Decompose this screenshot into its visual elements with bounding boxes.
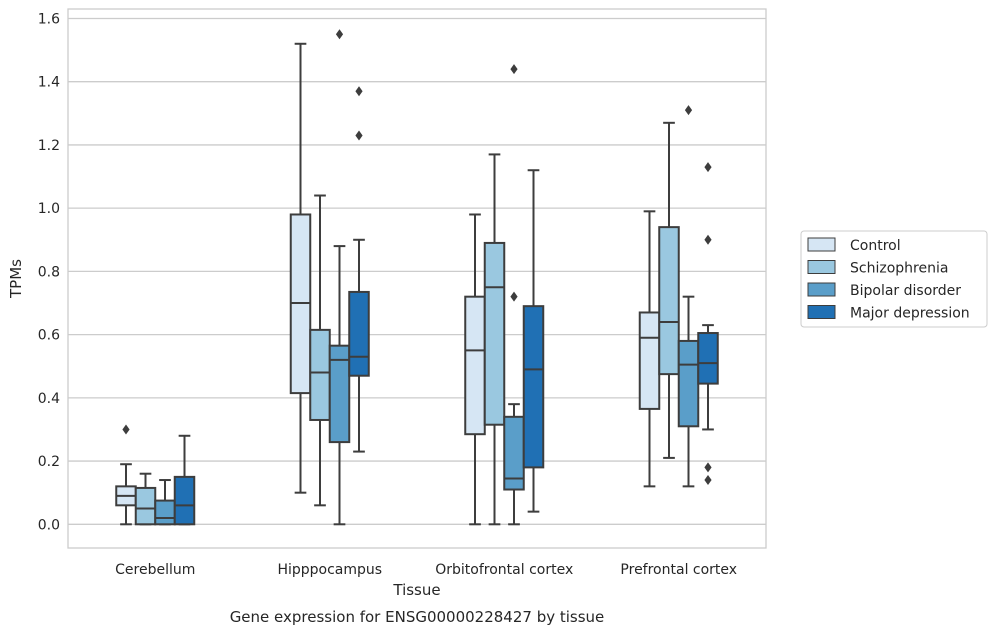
box-body	[309, 328, 331, 421]
box-body	[483, 241, 506, 426]
box-0-2	[154, 479, 176, 526]
box-body	[154, 499, 176, 526]
legend-swatch	[807, 237, 836, 252]
y-tick-label: 1.2	[38, 138, 60, 154]
box-3-0	[638, 210, 661, 488]
y-tick-label: 1.6	[38, 11, 60, 27]
box-body	[134, 486, 157, 526]
y-tick-label: 1.4	[38, 75, 60, 91]
box-0-3	[173, 434, 196, 526]
legend-entry: Schizophrenia	[850, 261, 948, 277]
box-0-0	[115, 424, 137, 526]
box-body	[638, 311, 661, 410]
box-1-0	[289, 42, 312, 494]
legend: Control Schizophrenia Bipolar disorder Majo…	[800, 230, 988, 328]
outlier-point	[510, 291, 518, 302]
box-1-1	[309, 194, 331, 507]
outlier-point	[704, 234, 712, 245]
chart-caption: Gene expression for ENSG00000228427 by t…	[230, 608, 605, 626]
y-tick-label: 0.0	[38, 517, 60, 533]
plot-marks	[115, 29, 719, 526]
box-3-3	[697, 162, 719, 486]
y-tick-label: 1.0	[38, 201, 60, 217]
box-2-3	[522, 169, 545, 513]
box-1-3	[348, 86, 370, 453]
box-body	[328, 344, 351, 444]
y-tick-label: 0.2	[38, 454, 60, 470]
plot-frame	[67, 8, 767, 549]
box-body	[173, 475, 196, 526]
box-2-2	[503, 64, 525, 526]
x-tick-label: Cerebellum	[115, 562, 195, 578]
box-body	[348, 290, 370, 377]
box-3-1	[658, 121, 680, 459]
y-axis-ticks: 0.0 0.2 0.4 0.6 0.8 1.0 1.2 1.4 1.6	[38, 11, 60, 533]
box-body	[677, 339, 700, 428]
outlier-point	[704, 462, 712, 473]
legend-swatch	[807, 260, 836, 274]
outlier-point	[122, 424, 130, 435]
box-0-1	[134, 472, 157, 526]
x-axis-label: Tissue	[392, 581, 440, 599]
box-2-0	[464, 213, 486, 526]
box-body	[697, 332, 719, 385]
outlier-point	[335, 29, 344, 40]
box-body	[658, 226, 680, 376]
box-1-2	[328, 29, 351, 526]
box-2-1	[483, 153, 506, 526]
legend-swatch	[807, 282, 836, 297]
outlier-point	[510, 64, 518, 75]
y-axis-label: TPMs	[7, 259, 25, 299]
box-body	[464, 295, 486, 436]
legend-frame	[800, 230, 988, 328]
outlier-point	[704, 475, 712, 486]
outlier-point	[355, 86, 363, 97]
legend-entry: Major depression	[850, 306, 970, 322]
y-tick-label: 0.4	[38, 391, 60, 407]
outlier-point	[684, 105, 693, 116]
box-3-2	[677, 105, 700, 488]
legend-entry: Control	[850, 238, 901, 254]
x-axis-ticks: Cerebellum Hipppocampus Orbitofrontal cort…	[115, 562, 737, 578]
outlier-point	[355, 130, 363, 141]
x-tick-label: Prefrontal cortex	[620, 562, 737, 578]
y-tick-label: 0.6	[38, 328, 60, 344]
legend-swatch	[807, 305, 836, 319]
y-tick-label: 0.8	[38, 264, 60, 280]
legend-entry: Bipolar disorder	[850, 283, 961, 299]
box-body	[522, 305, 545, 469]
x-tick-label: Orbitofrontal cortex	[435, 562, 573, 578]
x-tick-label: Hipppocampus	[277, 562, 382, 578]
outlier-point	[704, 162, 712, 173]
